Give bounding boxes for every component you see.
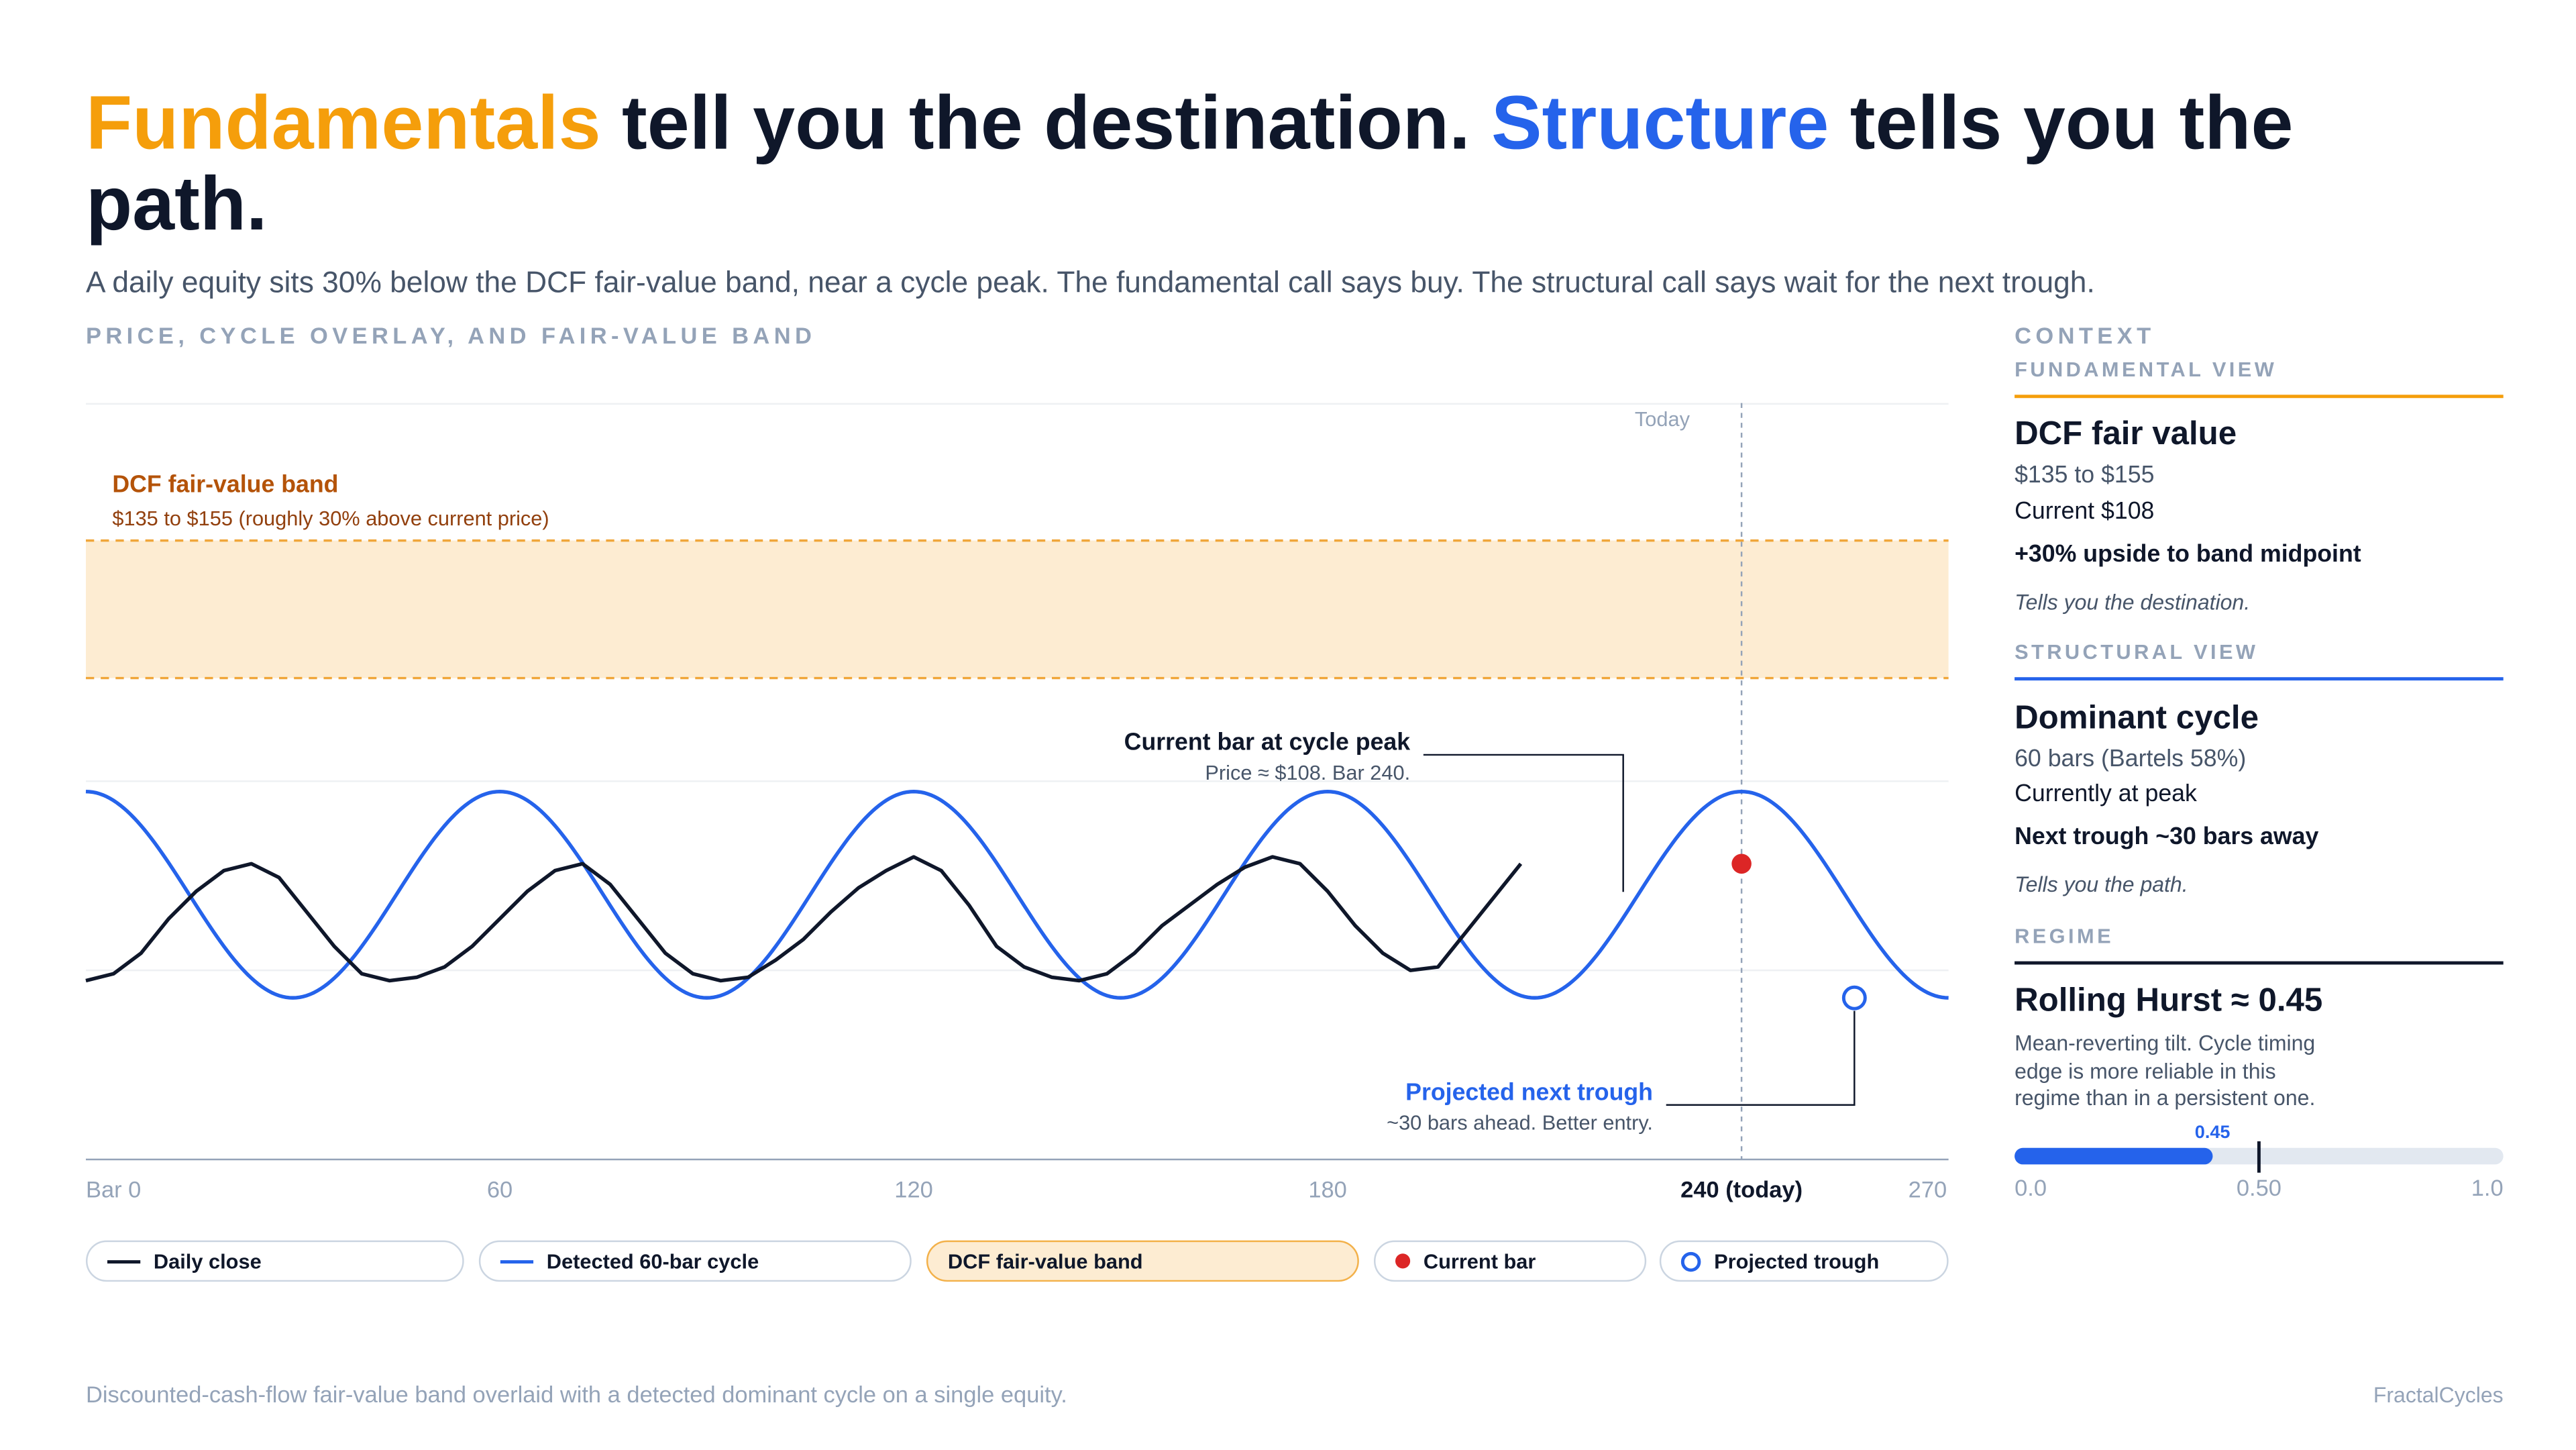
cycle-swatch — [500, 1259, 534, 1263]
projected-trough-swatch — [1680, 1251, 1701, 1272]
chart-section-label: PRICE, CYCLE OVERLAY, AND FAIR-VALUE BAN… — [85, 321, 816, 349]
fundamental-view-rule — [2015, 395, 2504, 399]
x-tick-label: 240 (today) — [1680, 1178, 1803, 1203]
legend-daily-close-label: Daily close — [153, 1249, 262, 1273]
dcf-fair-value-title: DCF fair value — [2015, 416, 2237, 453]
current-bar-callout-detail: Price ≈ $108. Bar 240. — [1205, 761, 1410, 784]
rolling-hurst-title: Rolling Hurst ≈ 0.45 — [2015, 982, 2323, 1019]
legend-current-bar[interactable]: Current bar — [1373, 1240, 1647, 1282]
daily-close-swatch — [107, 1259, 141, 1263]
dominant-cycle-title: Dominant cycle — [2015, 700, 2259, 737]
projected-trough-callout-title: Projected next trough — [1405, 1078, 1653, 1105]
fair-value-band-subtitle: $135 to $155 (roughly 30% above current … — [112, 507, 549, 530]
footer-note: Discounted-cash-flow fair-value band ove… — [85, 1380, 1067, 1408]
legend-daily-close[interactable]: Daily close — [85, 1240, 464, 1282]
headline: Fundamentals tell you the destination. S… — [86, 82, 2298, 244]
dcf-current-price: Current $108 — [2015, 499, 2155, 525]
regime-heading: REGIME — [2015, 925, 2114, 948]
legend-projected-trough[interactable]: Projected trough — [1659, 1240, 1949, 1282]
structural-note: Tells you the path. — [2015, 872, 2188, 897]
legend-cycle[interactable]: Detected 60-bar cycle — [478, 1240, 912, 1282]
fair-value-band — [85, 540, 1949, 678]
subtitle: A daily equity sits 30% below the DCF fa… — [85, 266, 2095, 299]
brand-name: FractalCycles — [2373, 1382, 2504, 1408]
gauge-mid-label: 0.50 — [2236, 1174, 2282, 1201]
dcf-range: $135 to $155 — [2015, 462, 2155, 489]
legend-fair-value-band[interactable]: DCF fair-value band — [926, 1240, 1359, 1282]
regime-description: Mean-reverting tilt. Cycle timing edge i… — [2015, 1030, 2316, 1110]
next-trough: Next trough ~30 bars away — [2015, 824, 2319, 851]
cycle-series-line — [85, 789, 1949, 1000]
structural-view-heading: STRUCTURAL VIEW — [2015, 641, 2259, 664]
daily-close-series-line — [85, 855, 1523, 983]
x-tick-label: 180 — [1308, 1178, 1346, 1203]
gauge-max-label: 1.0 — [2471, 1174, 2504, 1201]
legend-fair-value-band-label: DCF fair-value band — [947, 1249, 1143, 1273]
x-tick-label: Bar 0 — [86, 1178, 141, 1203]
headline-fundamentals: Fundamentals — [85, 79, 601, 166]
legend-projected-trough-label: Projected trough — [1714, 1249, 1880, 1273]
cycle-phase: Currently at peak — [2015, 781, 2197, 808]
cycle-length: 60 bars (Bartels 58%) — [2015, 746, 2247, 773]
x-axis-ticks: Bar 0 60 120 180 240 (today) 270 — [86, 1178, 1947, 1203]
context-label: CONTEXT — [2015, 321, 2155, 349]
hurst-gauge-value: 0.45 — [2194, 1123, 2231, 1143]
current-bar-marker — [1731, 853, 1752, 874]
current-bar-swatch — [1395, 1253, 1411, 1269]
fair-value-band-title: DCF fair-value band — [112, 471, 338, 498]
legend-cycle-label: Detected 60-bar cycle — [546, 1249, 759, 1273]
today-label: Today — [1635, 407, 1690, 431]
regime-rule — [2015, 961, 2504, 965]
headline-destination: tell you the destination. — [600, 79, 1491, 166]
x-tick-label: 60 — [487, 1178, 513, 1203]
structural-view-rule — [2015, 677, 2504, 681]
hurst-threshold-marker — [2257, 1141, 2261, 1173]
fundamental-view-heading: FUNDAMENTAL VIEW — [2015, 358, 2277, 382]
legend-current-bar-label: Current bar — [1423, 1249, 1536, 1273]
current-bar-callout-title: Current bar at cycle peak — [1124, 729, 1411, 756]
gauge-min-label: 0.0 — [2015, 1174, 2047, 1201]
headline-structure: Structure — [1491, 79, 1829, 166]
projected-trough-marker — [1841, 985, 1867, 1011]
dcf-upside: +30% upside to band midpoint — [2015, 541, 2361, 568]
hurst-gauge-fill — [2015, 1147, 2213, 1165]
projected-trough-leader-line — [1666, 1011, 1856, 1106]
x-tick-label: 270 — [1909, 1178, 1947, 1203]
projected-trough-callout-detail: ~30 bars ahead. Better entry. — [1387, 1111, 1653, 1135]
headline-path: tells you the path. — [85, 79, 2294, 246]
dcf-note: Tells you the destination. — [2015, 589, 2251, 615]
current-bar-leader-line — [1423, 754, 1624, 892]
x-tick-label: 120 — [894, 1178, 932, 1203]
